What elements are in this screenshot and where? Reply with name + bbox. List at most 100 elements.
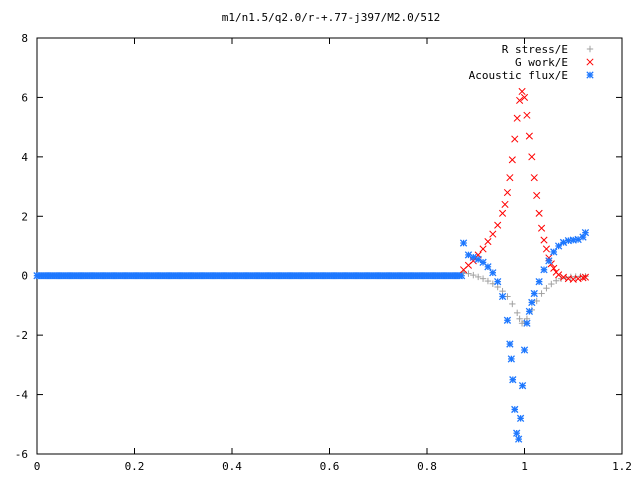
data-point-g-work-e bbox=[520, 93, 529, 101]
x-tick-label: 1 bbox=[521, 460, 528, 473]
y-tick-label: -4 bbox=[15, 389, 29, 402]
data-point-acoustic-flux-e bbox=[518, 381, 527, 390]
data-point-g-work-e bbox=[540, 236, 548, 244]
data-point-acoustic-flux-e bbox=[528, 298, 536, 307]
data-point-acoustic-flux-e bbox=[525, 307, 534, 316]
data-point-g-work-e bbox=[501, 200, 509, 208]
data-point-r-stress-e bbox=[494, 283, 501, 291]
data-point-acoustic-flux-e bbox=[511, 405, 519, 414]
legend-symbol-g-work-e bbox=[586, 58, 594, 66]
legend-label-g-work-e: G work/E bbox=[515, 56, 568, 69]
x-tick-label: 1.2 bbox=[612, 460, 632, 473]
data-point-r-stress-e bbox=[538, 290, 545, 297]
data-point-acoustic-flux-e bbox=[509, 376, 517, 384]
y-tick-label: 2 bbox=[21, 210, 28, 223]
data-point-g-work-e bbox=[538, 224, 546, 232]
data-point-acoustic-flux-e bbox=[498, 292, 507, 301]
data-point-g-work-e bbox=[530, 174, 538, 182]
y-tick-label: -6 bbox=[15, 448, 28, 461]
data-point-r-stress-e bbox=[516, 315, 523, 322]
data-point-g-work-e bbox=[579, 274, 587, 282]
data-point-g-work-e bbox=[528, 153, 536, 161]
data-point-g-work-e bbox=[479, 245, 487, 253]
data-point-g-work-e bbox=[555, 271, 563, 279]
data-point-acoustic-flux-e bbox=[503, 316, 512, 324]
data-point-acoustic-flux-e bbox=[459, 239, 468, 247]
axes-layer: 0 0.2 0.4 0.6 0.8 1 1.2 -6 -4 -2 0 2 4 6 8 bbox=[15, 32, 632, 473]
x-tick-label: 0.4 bbox=[222, 460, 242, 473]
y-tick-label: 0 bbox=[21, 270, 28, 283]
data-point-acoustic-flux-e bbox=[489, 269, 497, 277]
y-tick-label: 6 bbox=[21, 91, 28, 104]
data-point-acoustic-flux-e bbox=[535, 277, 543, 286]
data-point-r-stress-e bbox=[513, 309, 521, 317]
series-acoustic-flux-zero-run bbox=[33, 272, 466, 280]
chart-title: m1/n1.5/q2.0/r-+.77-j397/M2.0/512 bbox=[222, 11, 441, 24]
data-point-acoustic-flux-e bbox=[494, 277, 502, 286]
data-point-g-work-e bbox=[559, 273, 568, 281]
data-point-g-work-e bbox=[484, 237, 492, 246]
data-point-r-stress-e bbox=[543, 284, 550, 292]
y-tick-label: 8 bbox=[21, 32, 28, 45]
data-point-acoustic-flux-e bbox=[545, 257, 553, 265]
data-point-g-work-e bbox=[542, 245, 550, 253]
x-tick-label: 0.8 bbox=[417, 460, 437, 473]
data-point-g-work-e bbox=[513, 114, 521, 122]
data-point-r-stress-e bbox=[484, 277, 492, 285]
data-point-r-stress-e bbox=[465, 270, 472, 277]
series-acoustic-flux-e bbox=[459, 228, 590, 443]
data-point-acoustic-flux-e bbox=[520, 346, 529, 354]
data-point-r-stress-e bbox=[499, 287, 506, 295]
legend-label-r-stress-e: R stress/E bbox=[502, 43, 568, 56]
y-tick-label: 4 bbox=[21, 151, 28, 164]
data-point-acoustic-flux-e bbox=[550, 248, 558, 256]
data-point-acoustic-flux-e bbox=[564, 236, 573, 245]
data-point-g-work-e bbox=[499, 209, 507, 217]
data-point-g-work-e bbox=[550, 264, 558, 272]
data-point-g-work-e bbox=[503, 188, 511, 197]
legend-label-acoustic-flux-e: Acoustic flux/E bbox=[469, 69, 568, 82]
data-point-r-stress-e bbox=[474, 273, 482, 281]
data-point-r-stress-e bbox=[533, 297, 540, 305]
data-point-r-stress-e bbox=[552, 277, 560, 284]
data-point-g-work-e bbox=[581, 273, 589, 281]
data-point-g-work-e bbox=[506, 174, 514, 182]
data-point-r-stress-e bbox=[509, 300, 516, 308]
data-point-acoustic-flux-e bbox=[581, 228, 590, 237]
data-point-acoustic-flux-e bbox=[523, 319, 531, 327]
y-tick-label: -2 bbox=[15, 329, 28, 342]
data-point-g-work-e bbox=[525, 132, 533, 140]
data-point-r-stress-e bbox=[470, 271, 477, 279]
x-tick-label: 0.6 bbox=[320, 460, 340, 473]
data-point-acoustic-flux-e bbox=[516, 414, 525, 423]
data-point-g-work-e bbox=[535, 209, 543, 217]
data-point-acoustic-flux-e bbox=[506, 340, 514, 348]
data-point-acoustic-flux-e bbox=[507, 355, 515, 363]
plot-frame bbox=[36, 37, 623, 455]
data-point-g-work-e bbox=[533, 191, 541, 200]
data-point-g-work-e bbox=[511, 135, 519, 143]
data-point-r-stress-e bbox=[582, 273, 589, 280]
data-point-acoustic-flux-e bbox=[514, 435, 523, 443]
data-point-r-stress-e bbox=[479, 275, 487, 282]
data-point-r-stress-e bbox=[557, 275, 565, 282]
data-point-acoustic-flux-e bbox=[540, 266, 548, 274]
x-tick-label: 0.2 bbox=[125, 460, 145, 473]
series-g-work-e bbox=[460, 87, 589, 283]
data-point-g-work-e bbox=[523, 111, 531, 119]
data-point-acoustic-flux-e bbox=[554, 242, 563, 250]
data-point-g-work-e bbox=[516, 96, 524, 104]
data-layer bbox=[33, 87, 590, 443]
data-point-acoustic-flux-e bbox=[513, 429, 521, 437]
legend-symbol-acoustic-flux-e bbox=[586, 71, 594, 79]
data-point-g-work-e bbox=[489, 230, 497, 238]
data-point-g-work-e bbox=[508, 156, 516, 164]
data-point-g-work-e bbox=[494, 221, 502, 229]
legend-symbol-r-stress-e bbox=[586, 45, 594, 53]
x-tick-label: 0 bbox=[34, 460, 41, 473]
data-point-acoustic-flux-e bbox=[484, 263, 492, 271]
data-point-acoustic-flux-e bbox=[530, 289, 538, 298]
